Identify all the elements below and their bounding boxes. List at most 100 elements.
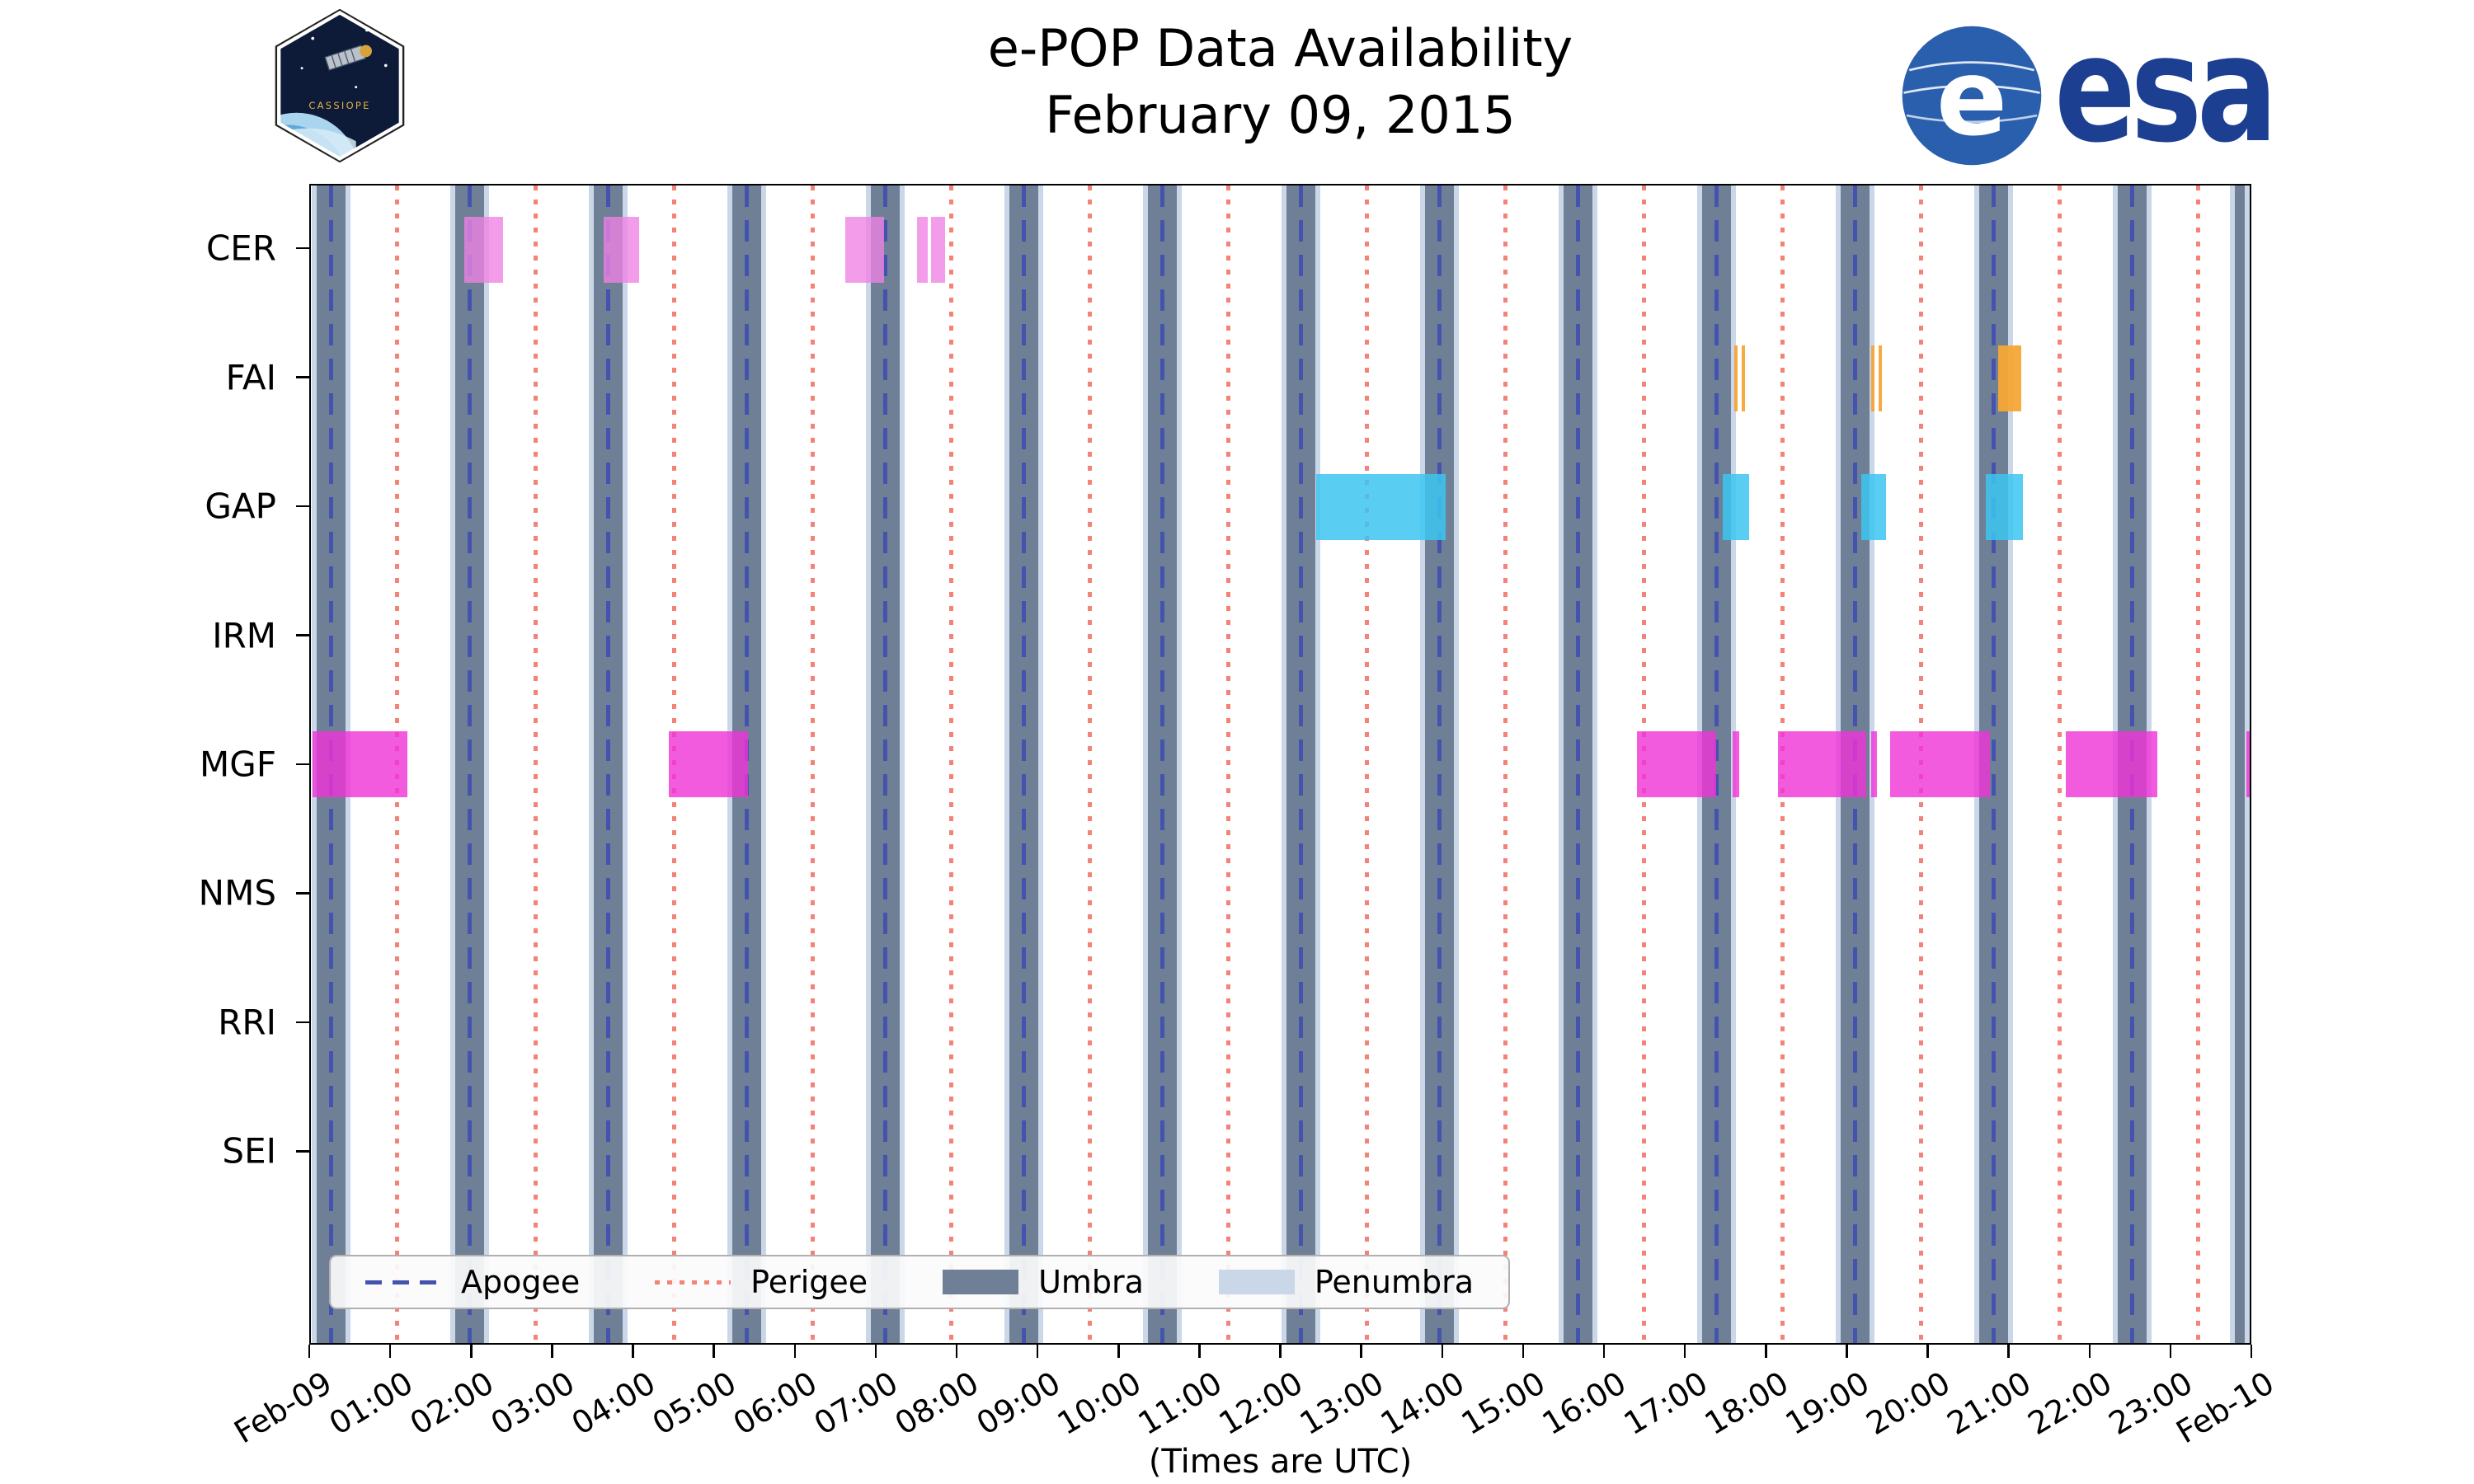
legend-item-perigee: Perigee	[655, 1264, 868, 1300]
x-tick	[470, 1345, 473, 1358]
data-bar-mgf	[1733, 731, 1739, 797]
y-axis-label-mgf: MGF	[200, 744, 276, 785]
x-tick-label: 11:00	[1131, 1364, 1229, 1443]
legend-item-penumbra: Penumbra	[1218, 1264, 1474, 1300]
y-axis-label-nms: NMS	[198, 872, 276, 913]
y-tick	[296, 376, 309, 378]
perigee-legend-sample	[655, 1280, 731, 1284]
data-bar-fai-hatched	[1734, 345, 1746, 411]
data-bar-mgf	[1870, 731, 1878, 797]
x-tick	[1602, 1345, 1606, 1358]
x-tick-label: 07:00	[808, 1364, 905, 1443]
x-tick-label: 13:00	[1293, 1364, 1390, 1443]
perigee-line	[1226, 186, 1231, 1343]
y-axis-label-fai: FAI	[225, 357, 276, 398]
x-tick	[1926, 1345, 1929, 1358]
x-tick	[955, 1345, 958, 1358]
y-tick	[296, 634, 309, 636]
x-tick	[551, 1345, 553, 1358]
x-tick	[1846, 1345, 1848, 1358]
apogee-line	[605, 186, 610, 1343]
apogee-line	[1299, 186, 1304, 1343]
data-bar-mgf	[1890, 731, 1990, 797]
apogee-line	[1991, 186, 1996, 1343]
data-bar-cer	[603, 216, 639, 283]
apogee-line	[1714, 186, 1719, 1343]
y-tick	[296, 1021, 309, 1024]
x-tick-label: 02:00	[403, 1364, 500, 1443]
cassiope-patch-icon: CASSIOPE	[275, 8, 405, 163]
x-tick-label: 03:00	[484, 1364, 581, 1443]
x-tick	[1279, 1345, 1282, 1358]
x-tick	[874, 1345, 877, 1358]
apogee-line	[1576, 186, 1581, 1343]
x-tick	[2250, 1345, 2253, 1358]
apogee-legend-sample	[365, 1280, 441, 1284]
x-tick	[632, 1345, 634, 1358]
perigee-line	[1503, 186, 1508, 1343]
data-bar-mgf	[312, 731, 407, 797]
perigee-line	[1364, 186, 1369, 1343]
apogee-line	[468, 186, 473, 1343]
esa-wordmark: esa	[2054, 3, 2278, 175]
y-axis: CER FAI GAP IRM MGF NMS RRI SEI	[0, 184, 309, 1345]
data-bar-mgf	[1777, 731, 1866, 797]
legend-label: Perigee	[750, 1264, 868, 1300]
x-tick-label: 16:00	[1536, 1364, 1633, 1443]
data-bar-mgf	[2246, 731, 2250, 797]
y-axis-label-sei: SEI	[222, 1130, 276, 1172]
apogee-line	[1159, 186, 1164, 1343]
x-tick-label: 19:00	[1779, 1364, 1876, 1443]
apogee-line	[1022, 186, 1027, 1343]
page-title: e-POP Data Availability	[987, 18, 1573, 78]
perigee-line	[949, 186, 954, 1343]
legend-label: Penumbra	[1314, 1264, 1474, 1300]
penumbra-legend-sample	[1218, 1270, 1295, 1294]
x-tick	[1036, 1345, 1039, 1358]
y-tick	[296, 892, 309, 895]
legend: Apogee Perigee Umbra Penumbra	[329, 1255, 1510, 1309]
y-tick	[296, 763, 309, 766]
x-tick-label: 06:00	[727, 1364, 824, 1443]
y-tick	[296, 247, 309, 250]
x-tick	[713, 1345, 715, 1358]
x-tick	[1765, 1345, 1767, 1358]
x-tick	[1360, 1345, 1362, 1358]
legend-item-apogee: Apogee	[365, 1264, 580, 1300]
y-axis-label-cer: CER	[205, 228, 276, 269]
x-tick	[1117, 1345, 1120, 1358]
x-tick	[1198, 1345, 1201, 1358]
data-bar-gap	[1723, 474, 1749, 540]
x-tick-label: 21:00	[1940, 1364, 2038, 1443]
umbra-legend-sample	[943, 1270, 1019, 1294]
cassiope-label: CASSIOPE	[308, 100, 370, 111]
x-tick-label: 17:00	[1617, 1364, 1714, 1443]
data-bar-fai-hatched	[1870, 345, 1883, 411]
data-bar-gap	[1860, 474, 1887, 540]
x-tick-label: 09:00	[970, 1364, 1066, 1443]
perigee-line	[810, 186, 815, 1343]
perigee-line	[2058, 186, 2062, 1343]
x-tick-label: 12:00	[1212, 1364, 1310, 1443]
legend-label: Apogee	[461, 1264, 581, 1300]
data-bar-gap	[1315, 474, 1446, 540]
data-bar-mgf	[2065, 731, 2158, 797]
x-tick	[2007, 1345, 2010, 1358]
perigee-line	[1087, 186, 1092, 1343]
data-bar-fai	[1998, 345, 2021, 411]
x-tick	[308, 1345, 311, 1358]
x-tick-label: 18:00	[1698, 1364, 1794, 1443]
data-bar-cer	[844, 216, 884, 283]
y-axis-label-irm: IRM	[212, 615, 276, 656]
x-tick	[2088, 1345, 2091, 1358]
plot-area: Apogee Perigee Umbra Penumbra	[309, 184, 2251, 1345]
x-axis: Feb-09 01:00 02:00 03:00 04:00 05:00 06:00 07:0…	[228, 1345, 2280, 1484]
x-tick	[793, 1345, 796, 1358]
x-tick-label: Feb-09	[228, 1364, 338, 1451]
x-tick-label: 10:00	[1051, 1364, 1147, 1443]
y-axis-label-rri: RRI	[218, 1002, 276, 1043]
legend-label: Umbra	[1038, 1264, 1144, 1300]
y-tick	[296, 1150, 309, 1153]
data-bar-cer	[464, 216, 504, 283]
data-bar-cer	[916, 216, 929, 283]
